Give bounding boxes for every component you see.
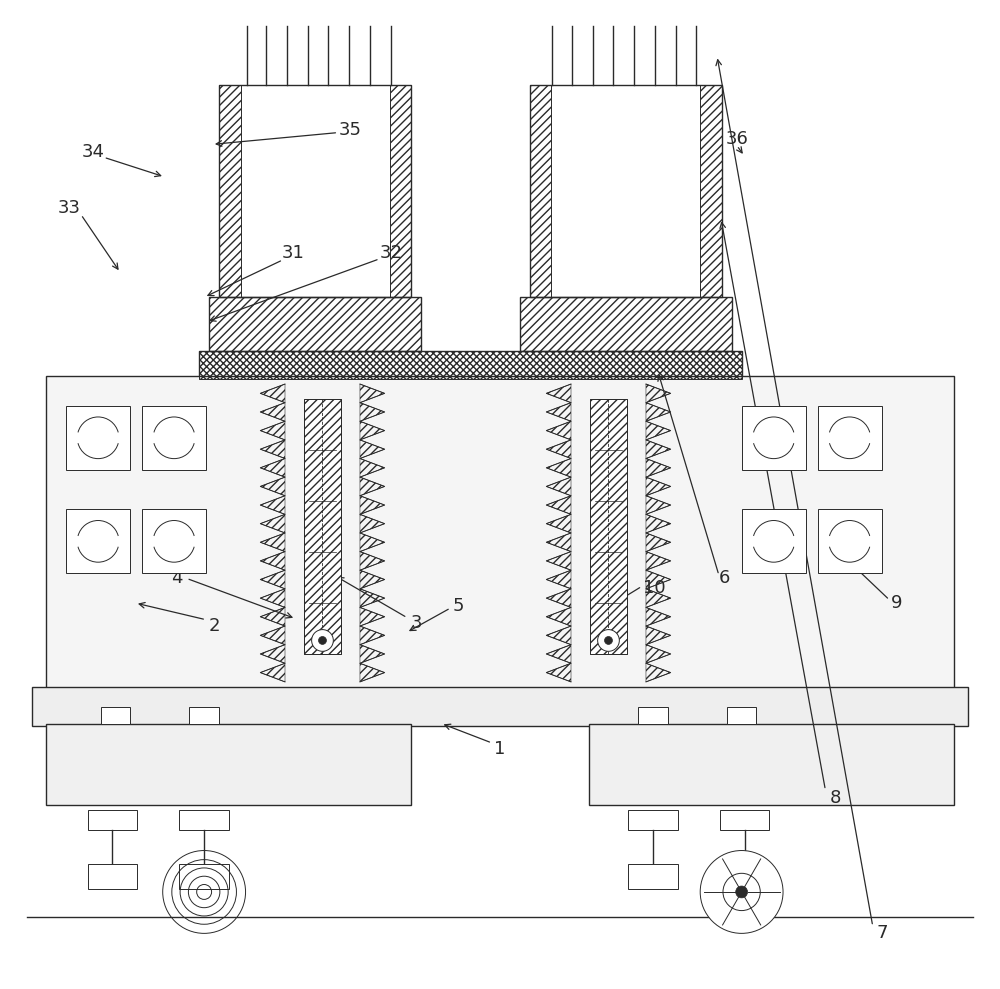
Bar bbox=[142, 405, 206, 470]
Bar bbox=[199, 351, 742, 379]
Bar bbox=[179, 810, 229, 830]
Bar bbox=[638, 706, 668, 724]
Circle shape bbox=[598, 630, 619, 652]
Bar bbox=[32, 686, 968, 726]
Bar bbox=[209, 298, 421, 351]
Text: 1: 1 bbox=[494, 740, 506, 758]
Bar bbox=[628, 864, 678, 889]
Bar bbox=[390, 85, 411, 298]
Bar bbox=[818, 509, 882, 574]
Text: 32: 32 bbox=[380, 244, 403, 262]
Text: 2: 2 bbox=[208, 617, 220, 635]
Bar bbox=[219, 85, 411, 298]
Bar bbox=[818, 405, 882, 470]
Bar bbox=[88, 864, 137, 889]
Bar bbox=[530, 85, 551, 298]
Circle shape bbox=[312, 630, 333, 652]
Text: 8: 8 bbox=[830, 789, 841, 807]
Bar bbox=[46, 724, 411, 805]
Bar bbox=[589, 724, 954, 805]
Bar bbox=[66, 509, 130, 574]
Circle shape bbox=[723, 873, 760, 911]
Bar bbox=[720, 864, 769, 889]
Text: 3: 3 bbox=[410, 614, 422, 632]
Bar bbox=[199, 351, 742, 379]
Bar bbox=[530, 85, 722, 298]
Circle shape bbox=[700, 851, 783, 934]
Text: 9: 9 bbox=[891, 594, 902, 612]
Bar bbox=[727, 706, 756, 724]
Bar bbox=[304, 399, 341, 655]
Bar bbox=[101, 706, 130, 724]
Text: 36: 36 bbox=[725, 131, 748, 148]
Bar bbox=[304, 399, 341, 655]
Text: 6: 6 bbox=[719, 570, 731, 587]
Text: 35: 35 bbox=[339, 121, 362, 138]
Bar bbox=[189, 706, 219, 724]
Bar bbox=[742, 509, 806, 574]
Bar bbox=[142, 509, 206, 574]
Text: 10: 10 bbox=[643, 580, 665, 597]
Text: 34: 34 bbox=[82, 143, 105, 161]
Bar bbox=[46, 376, 954, 691]
Bar bbox=[219, 85, 241, 298]
Bar bbox=[88, 810, 137, 830]
Circle shape bbox=[736, 886, 748, 898]
Text: 7: 7 bbox=[877, 925, 888, 943]
Bar bbox=[700, 85, 722, 298]
Bar bbox=[520, 298, 732, 351]
Circle shape bbox=[605, 637, 612, 645]
Bar bbox=[720, 810, 769, 830]
Bar bbox=[179, 864, 229, 889]
Text: 4: 4 bbox=[171, 570, 182, 587]
Bar bbox=[590, 399, 627, 655]
Text: 31: 31 bbox=[281, 244, 304, 262]
Bar bbox=[66, 405, 130, 470]
Bar bbox=[742, 405, 806, 470]
Circle shape bbox=[319, 637, 326, 645]
Bar bbox=[628, 810, 678, 830]
Text: 33: 33 bbox=[58, 200, 81, 218]
Bar bbox=[590, 399, 627, 655]
Text: 5: 5 bbox=[453, 597, 464, 615]
